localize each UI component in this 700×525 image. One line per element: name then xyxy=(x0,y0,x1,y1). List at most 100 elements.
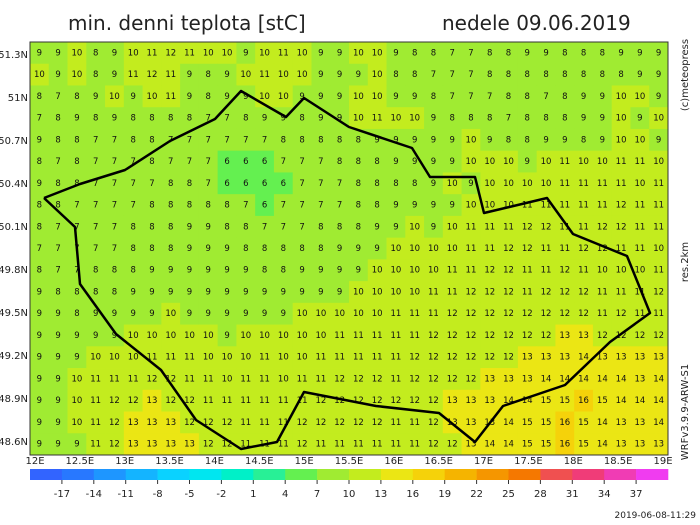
grid-value: 11 xyxy=(165,353,176,363)
grid-cell xyxy=(48,194,68,217)
grid-value: 10 xyxy=(297,70,308,80)
grid-cell xyxy=(292,107,312,130)
grid-value: 8 xyxy=(543,114,548,124)
grid-cell xyxy=(480,368,500,391)
grid-value: 8 xyxy=(525,114,530,124)
grid-value: 12 xyxy=(634,331,645,341)
grid-value: 11 xyxy=(128,70,139,80)
grid-value: 6 xyxy=(224,179,229,189)
grid-cell xyxy=(405,107,425,130)
grid-value: 12 xyxy=(653,287,664,297)
grid-value: 12 xyxy=(353,374,364,384)
grid-cell xyxy=(86,368,106,391)
grid-value: 11 xyxy=(278,396,289,406)
grid-value: 8 xyxy=(37,222,42,232)
grid-cell xyxy=(461,302,481,325)
temperature-grid: 9 9 10 8 9 10 11 12 11 10 10 9 10 11 10 9 9 10 10 9 8 8 7 7 8 8 9 9… xyxy=(30,42,669,456)
grid-cell xyxy=(311,63,331,86)
grid-value: 9 xyxy=(112,70,117,80)
grid-cell xyxy=(442,107,462,130)
grid-cell xyxy=(273,389,294,412)
grid-cell xyxy=(198,389,219,412)
grid-value: 7 xyxy=(112,201,117,211)
grid-cell xyxy=(198,42,219,65)
grid-value: 10 xyxy=(390,114,401,124)
grid-cell xyxy=(630,346,650,369)
grid-value: 10 xyxy=(165,309,176,319)
grid-value: 8 xyxy=(55,287,60,297)
grid-cell xyxy=(480,42,500,65)
grid-cell xyxy=(574,128,594,152)
grid-value: 10 xyxy=(109,92,120,102)
grid-cell xyxy=(217,172,237,195)
grid-cell xyxy=(330,368,350,391)
grid-cell xyxy=(461,194,481,217)
grid-value: 9 xyxy=(187,222,192,232)
grid-value: 11 xyxy=(559,222,570,232)
grid-value: 8 xyxy=(93,48,98,58)
grid-cell xyxy=(349,346,369,369)
grid-value: 8 xyxy=(224,222,229,232)
grid-value: 11 xyxy=(184,374,195,384)
grid-cell xyxy=(142,172,162,195)
colorbar-label: 1 xyxy=(250,489,256,500)
grid-cell xyxy=(330,63,350,86)
grid-value: 10 xyxy=(297,309,308,319)
grid-value: 10 xyxy=(353,309,364,319)
grid-cell xyxy=(273,411,294,434)
grid-value: 12 xyxy=(559,266,570,276)
grid-value: 12 xyxy=(109,396,120,406)
grid-value: 11 xyxy=(653,179,664,189)
grid-cell xyxy=(461,85,481,108)
colorbar-label: 34 xyxy=(598,489,611,500)
grid-value: 11 xyxy=(578,179,589,189)
grid-value: 8 xyxy=(562,48,567,58)
grid-value: 11 xyxy=(109,374,120,384)
grid-cell xyxy=(611,259,631,282)
grid-value: 12 xyxy=(409,353,420,363)
grid-cell xyxy=(142,302,162,325)
grid-cell xyxy=(367,281,387,304)
grid-value: 10 xyxy=(278,331,289,341)
grid-value: 8 xyxy=(299,244,304,254)
grid-cell xyxy=(161,172,181,195)
grid-cell xyxy=(217,194,237,217)
grid-cell xyxy=(48,215,68,239)
grid-value: 8 xyxy=(299,135,304,145)
grid-cell xyxy=(649,368,669,391)
grid-value: 10 xyxy=(34,70,45,80)
grid-cell xyxy=(555,346,575,369)
grid-value: 11 xyxy=(597,201,608,211)
grid-cell xyxy=(330,194,350,217)
grid-value: 11 xyxy=(616,244,627,254)
grid-value: 9 xyxy=(656,92,661,102)
grid-value: 6 xyxy=(262,201,267,211)
grid-value: 12 xyxy=(484,331,495,341)
grid-cell xyxy=(592,433,613,456)
grid-value: 9 xyxy=(374,135,379,145)
grid-value: 9 xyxy=(130,287,135,297)
grid-cell xyxy=(67,389,87,412)
grid-cell xyxy=(273,368,294,391)
grid-cell xyxy=(180,85,200,108)
grid-cell xyxy=(292,194,312,217)
grid-cell xyxy=(442,368,462,391)
grid-value: 8 xyxy=(130,135,135,145)
grid-cell xyxy=(105,302,125,325)
grid-value: 11 xyxy=(372,114,383,124)
colorbar-swatch xyxy=(125,469,158,480)
grid-value: 13 xyxy=(503,374,514,384)
grid-cell xyxy=(649,42,669,65)
grid-cell xyxy=(405,215,425,239)
grid-value: 7 xyxy=(55,157,60,167)
grid-value: 10 xyxy=(634,179,645,189)
grid-cell xyxy=(86,107,106,130)
grid-cell xyxy=(611,433,631,456)
colorbar-label: -8 xyxy=(153,489,163,500)
grid-value: 9 xyxy=(337,48,342,58)
grid-value: 10 xyxy=(484,157,495,167)
grid-cell xyxy=(386,215,406,239)
grid-value: 14 xyxy=(653,396,664,406)
grid-cell xyxy=(30,150,50,173)
grid-value: 9 xyxy=(562,135,567,145)
